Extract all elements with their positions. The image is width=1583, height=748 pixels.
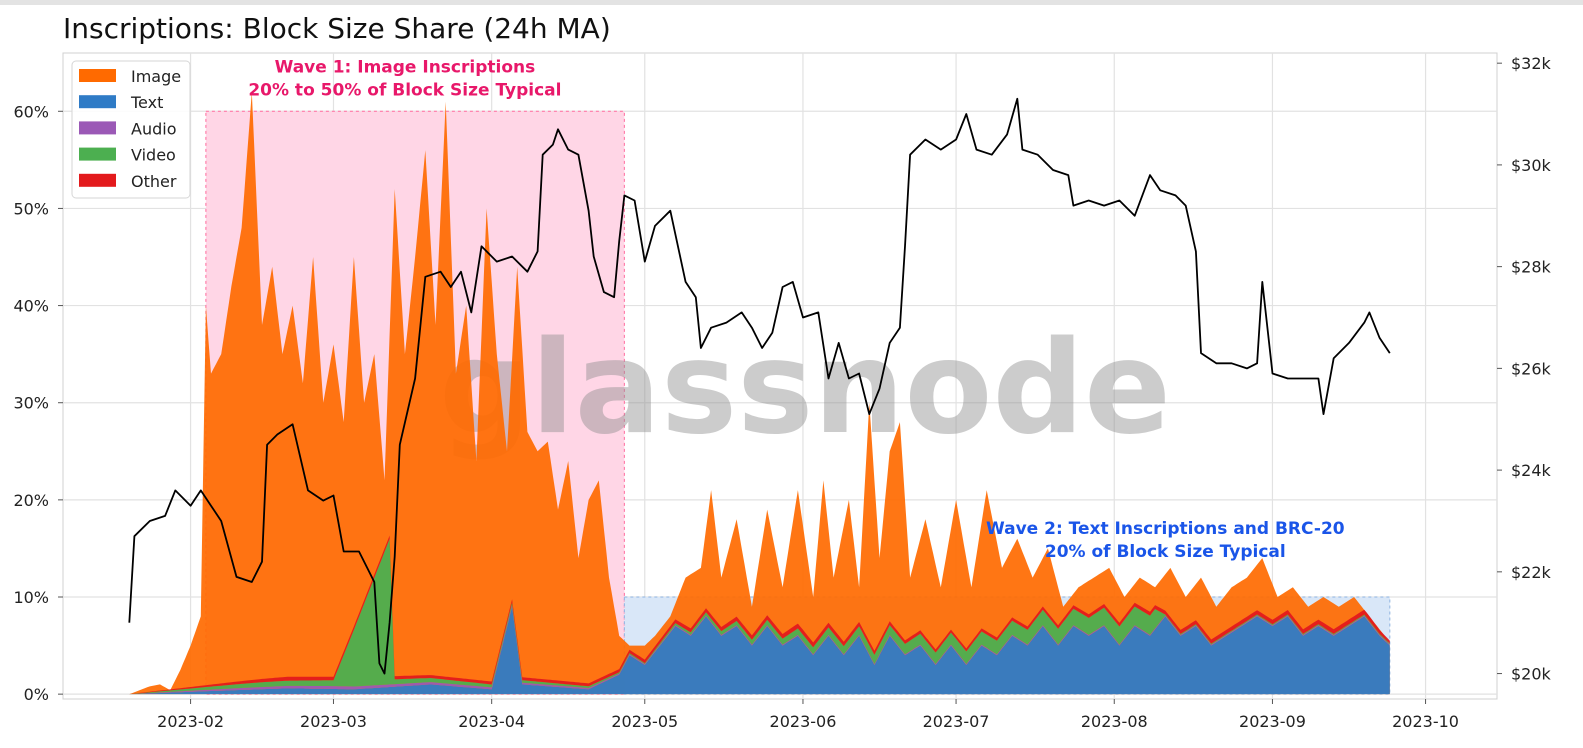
y-right-tick-label: $26k <box>1511 359 1552 378</box>
area-image <box>129 91 1390 695</box>
y-right-tick-label: $22k <box>1511 563 1552 582</box>
legend-swatch-other <box>79 173 116 187</box>
y-left-tick-label: 40% <box>13 297 49 316</box>
x-tick-label: 2023-05 <box>611 712 678 731</box>
y-right-tick-label: $28k <box>1511 258 1552 277</box>
y-left-tick-label: 30% <box>13 394 49 413</box>
x-tick-label: 2023-09 <box>1239 712 1306 731</box>
x-tick-label: 2023-04 <box>458 712 525 731</box>
price-line-group <box>128 97 1391 675</box>
top-border <box>0 0 1583 5</box>
x-tick-label: 2023-02 <box>157 712 224 731</box>
chart-title: Inscriptions: Block Size Share (24h MA) <box>63 12 611 45</box>
annotation-1-line-2: 20% to 50% of Block Size Typical <box>248 80 561 100</box>
x-tick-label: 2023-10 <box>1392 712 1459 731</box>
legend-label-video: Video <box>131 146 176 165</box>
watermark-text: glassnode <box>439 314 1171 463</box>
y-left-tick-label: 50% <box>13 199 49 218</box>
x-tick-label: 2023-07 <box>923 712 990 731</box>
area-text <box>129 606 1390 695</box>
x-tick-label: 2023-08 <box>1081 712 1148 731</box>
annotation-2-line-1: Wave 2: Text Inscriptions and BRC-20 <box>986 519 1345 539</box>
y-left-tick-label: 10% <box>13 588 49 607</box>
legend-swatch-image <box>79 69 116 82</box>
y-right-tick-label: $30k <box>1511 156 1552 175</box>
price-line <box>128 97 1391 675</box>
axes: 0% 10% 20% 30% 40% 50% 60% $20k $22k $24k $26k $28k… <box>13 54 1551 731</box>
watermark: glassnode <box>439 314 1171 463</box>
annotation-1-line-1: Wave 1: Image Inscriptions <box>275 57 536 77</box>
annotations: Wave 1: Image Inscriptions 20% to 50% of … <box>248 57 1344 561</box>
plot-frame <box>62 52 1498 700</box>
legend-label-image: Image <box>131 67 181 86</box>
annotation-2-line-2: 20% of Block Size Typical <box>1045 542 1286 562</box>
legend-label-text: Text <box>130 93 163 112</box>
legend-label-other: Other <box>131 172 177 191</box>
legend-swatch-video <box>79 147 116 161</box>
x-tick-label: 2023-03 <box>300 712 367 731</box>
y-left-tick-label: 60% <box>13 102 49 121</box>
legend: Image Text Audio Video Other <box>71 60 191 199</box>
y-right-tick-label: $32k <box>1511 54 1552 73</box>
legend-label-audio: Audio <box>131 119 176 138</box>
stacked-areas <box>129 91 1390 695</box>
x-tick-label: 2023-06 <box>770 712 837 731</box>
y-right-tick-label: $24k <box>1511 461 1552 480</box>
y-right-tick-label: $20k <box>1511 665 1552 684</box>
legend-swatch-audio <box>79 121 116 135</box>
y-left-tick-label: 0% <box>24 685 49 704</box>
legend-swatch-text <box>79 95 116 109</box>
y-left-tick-label: 20% <box>13 491 49 510</box>
area-video <box>129 538 1390 695</box>
